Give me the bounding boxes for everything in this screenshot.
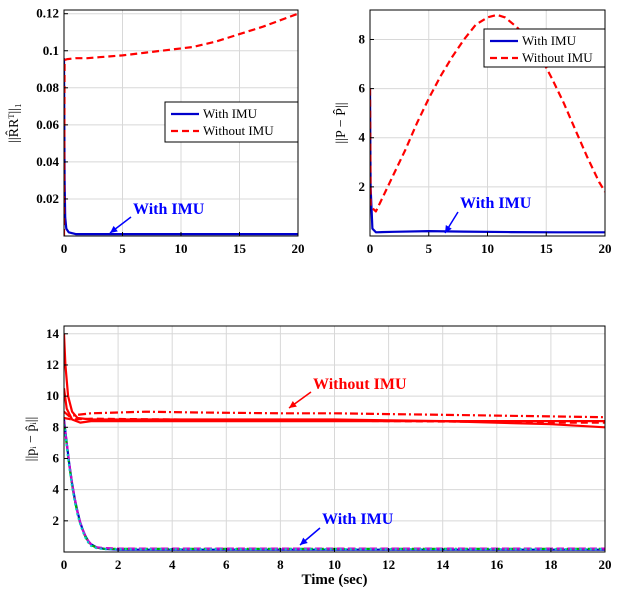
y-tick-label: 6 <box>359 81 366 96</box>
y-tick-label: 0.12 <box>36 6 59 21</box>
y-tick-label: 8 <box>359 31 366 46</box>
x-tick-label: 20 <box>599 557 612 572</box>
legend: With IMU Without IMU <box>164 101 299 143</box>
x-tick-label: 16 <box>490 557 504 572</box>
legend-box <box>164 101 299 143</box>
y-tick-label: 2 <box>359 179 366 194</box>
x-tick-label: 20 <box>599 241 612 256</box>
y-axis-label: ||P − P̂|| <box>332 102 349 143</box>
x-tick-label: 2 <box>115 557 122 572</box>
y-tick-label: 6 <box>53 450 60 465</box>
series-line-1 <box>64 12 298 236</box>
chart-bottom: 0 2 4 6 8 10 12 14 16 18 20 2 4 6 8 10 12 14 ||pᵢ − p̂ᵢ|| T… <box>24 325 612 588</box>
annotation-arrow-head <box>300 537 308 545</box>
y-tick-label: 0.06 <box>36 117 59 132</box>
annotation-text: With IMU <box>133 201 205 218</box>
annotation-arrow-head <box>110 225 118 233</box>
legend-label-1: Without IMU <box>522 50 593 65</box>
x-tick-label: 15 <box>233 241 247 256</box>
x-tick-label: 8 <box>277 557 284 572</box>
x-tick-label: 12 <box>382 557 395 572</box>
series-line-0 <box>370 88 605 234</box>
annotation-arrow-head <box>445 225 452 233</box>
y-tick-label: 4 <box>53 482 60 497</box>
y-tick-label: 0.02 <box>36 191 59 206</box>
x-tick-label: 0 <box>367 241 374 256</box>
x-tick-label: 10 <box>328 557 341 572</box>
series-line-1 <box>370 13 605 213</box>
x-tick-label: 18 <box>544 557 558 572</box>
series-line-3 <box>64 416 605 424</box>
x-tick-label: 0 <box>61 557 68 572</box>
series-line-2 <box>64 410 605 419</box>
y-axis-label: ||R̂Rᵀ||₁ <box>5 103 22 143</box>
y-tick-label: 4 <box>359 130 366 145</box>
annotation-text: With IMU <box>322 511 394 528</box>
legend-label-0: With IMU <box>203 106 258 121</box>
y-tick-label: 0.08 <box>36 80 59 95</box>
x-tick-label: 14 <box>436 557 450 572</box>
x-tick-label: 5 <box>426 241 433 256</box>
x-axis-label: Time (sec) <box>302 572 368 588</box>
y-tick-label: 14 <box>46 326 60 341</box>
legend-label-0: With IMU <box>522 33 577 48</box>
y-tick-label: 12 <box>46 357 59 372</box>
legend: With IMU Without IMU <box>483 28 606 68</box>
y-tick-label: 2 <box>53 513 60 528</box>
x-tick-label: 6 <box>223 557 230 572</box>
y-axis-label: ||pᵢ − p̂ᵢ|| <box>24 417 39 462</box>
legend-box <box>483 28 606 68</box>
annotation-text: Without IMU <box>313 376 407 393</box>
x-tick-label: 4 <box>169 557 176 572</box>
y-tick-label: 10 <box>46 388 59 403</box>
x-tick-label: 10 <box>481 241 494 256</box>
x-tick-label: 10 <box>175 241 188 256</box>
legend-label-1: Without IMU <box>203 123 274 138</box>
y-tick-label: 0.04 <box>36 154 59 169</box>
y-tick-label: 8 <box>53 419 60 434</box>
x-tick-label: 0 <box>61 241 68 256</box>
y-tick-label: 0.1 <box>43 43 59 58</box>
chart-top-left: 0 5 10 15 20 0.02 0.04 0.06 0.08 0.1 0.12 ||R̂Rᵀ||₁… <box>5 6 304 256</box>
x-tick-label: 20 <box>292 241 305 256</box>
chart-top-right: 0 5 10 15 20 2 4 6 8 ||P − P̂|| With IMU Without IM… <box>332 9 612 256</box>
x-tick-label: 15 <box>540 241 554 256</box>
annotation-text: With IMU <box>460 195 532 212</box>
annotation-arrow-head <box>289 400 297 408</box>
x-tick-label: 5 <box>119 241 126 256</box>
